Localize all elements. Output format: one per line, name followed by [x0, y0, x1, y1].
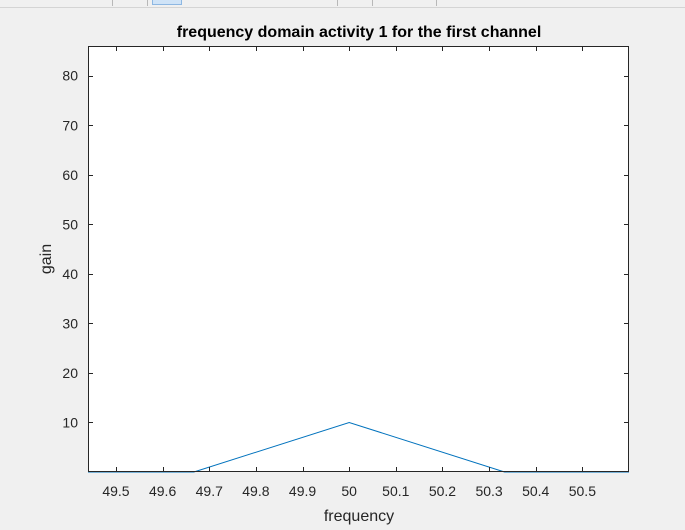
x-tick-label: 50.2: [429, 483, 456, 499]
y-tick-label: 10: [62, 414, 78, 430]
x-tick-label: 50: [341, 483, 357, 499]
x-tick-label: 49.9: [289, 483, 316, 499]
x-tick-label: 50.4: [522, 483, 549, 499]
ticks: 49.5 49.6 49.7 49.8 49.9 50 50.1 50.2 50.3 50.4 50…: [62, 46, 629, 499]
y-tick-label: 20: [62, 365, 78, 381]
y-axis-label: gain: [38, 244, 55, 274]
x-tick-label: 49.6: [149, 483, 176, 499]
x-tick-label: 50.1: [382, 483, 409, 499]
y-tick-label: 60: [62, 167, 78, 183]
x-tick-label: 49.8: [242, 483, 269, 499]
x-tick-label: 50.5: [569, 483, 596, 499]
y-tick-label: 30: [62, 315, 78, 331]
tab-separator: [337, 0, 338, 6]
window-top-strip: [0, 0, 685, 8]
tab-separator: [112, 0, 113, 6]
plot-area: [88, 46, 629, 472]
y-tick-label: 70: [62, 117, 78, 133]
y-tick-label: 80: [62, 68, 78, 84]
tab-separator: [147, 0, 148, 6]
y-tick-label: 40: [62, 266, 78, 282]
x-tick-label: 49.7: [196, 483, 223, 499]
axes-box: [88, 46, 629, 472]
x-tick-label: 50.3: [475, 483, 502, 499]
tab-separator: [372, 0, 373, 6]
x-axis-label: frequency: [324, 508, 394, 525]
chart-title: frequency domain activity 1 for the firs…: [177, 24, 542, 41]
figure-tab[interactable]: [152, 0, 182, 5]
tab-separator: [436, 0, 437, 6]
y-tick-label: 50: [62, 216, 78, 232]
x-tick-label: 49.5: [102, 483, 129, 499]
